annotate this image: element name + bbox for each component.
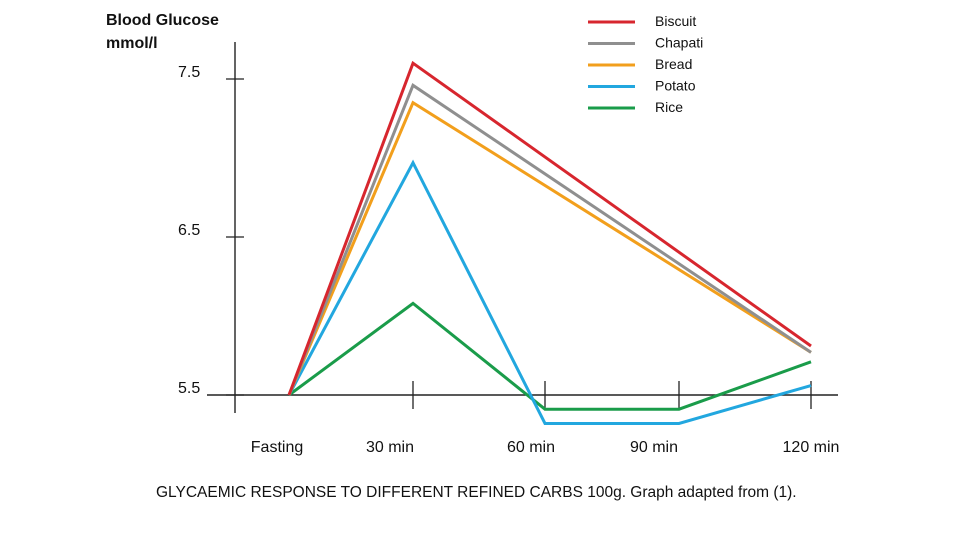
y-axis-label-line1: Blood Glucose xyxy=(106,12,219,29)
legend-label-biscuit: Biscuit xyxy=(655,13,696,29)
chart-legend: Biscuit Chapati Bread Potato Rice xyxy=(588,13,703,115)
series-line-rice xyxy=(288,301,812,411)
x-tick-label: 120 min xyxy=(783,439,840,456)
x-tick-label: Fasting xyxy=(251,439,303,456)
y-tick-label: 5.5 xyxy=(178,380,200,397)
x-tick-label: 60 min xyxy=(507,439,555,456)
chart-axes xyxy=(207,42,838,413)
legend-label-potato: Potato xyxy=(655,78,696,94)
x-axis-ticks: Fasting 30 min 60 min 90 min 120 min xyxy=(251,381,840,456)
legend-label-rice: Rice xyxy=(655,99,683,115)
legend-label-chapati: Chapati xyxy=(655,35,703,51)
x-tick-label: 30 min xyxy=(366,439,414,456)
series-line-biscuit xyxy=(287,60,812,396)
y-axis-label: Blood Glucose mmol/l xyxy=(106,9,219,55)
legend-label-bread: Bread xyxy=(655,56,692,72)
y-axis-label-line2: mmol/l xyxy=(106,35,158,52)
series-line-chapati xyxy=(287,83,812,396)
y-tick-label: 7.5 xyxy=(178,64,200,81)
y-axis-ticks: 7.5 6.5 5.5 xyxy=(178,64,244,397)
y-tick-label: 6.5 xyxy=(178,222,200,239)
x-tick-label: 90 min xyxy=(630,439,678,456)
chart-caption: GLYCAEMIC RESPONSE TO DIFFERENT REFINED … xyxy=(156,484,797,501)
chart-series xyxy=(287,60,812,425)
